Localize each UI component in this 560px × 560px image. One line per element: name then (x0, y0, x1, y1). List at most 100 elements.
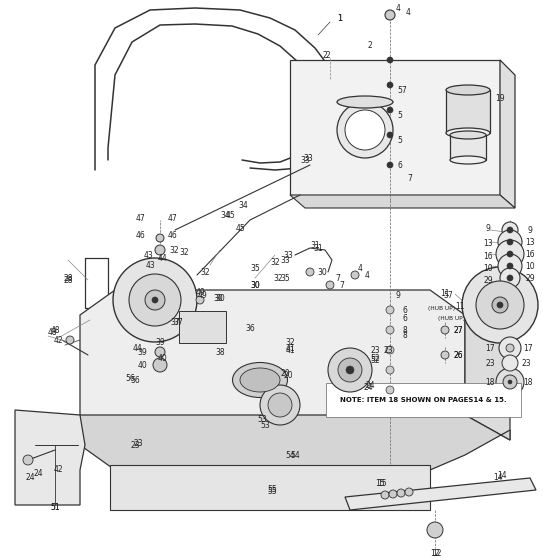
Text: 40: 40 (157, 353, 167, 362)
Circle shape (500, 268, 520, 288)
Text: 13: 13 (525, 237, 535, 246)
Text: 14: 14 (493, 474, 503, 483)
Text: 23: 23 (383, 346, 393, 354)
Text: 11: 11 (440, 288, 450, 297)
Text: 44: 44 (132, 343, 142, 352)
Polygon shape (290, 195, 515, 208)
Text: 33: 33 (283, 250, 293, 259)
Text: 15: 15 (375, 478, 385, 488)
Text: 1: 1 (337, 13, 343, 22)
Circle shape (387, 132, 393, 138)
Circle shape (196, 296, 204, 304)
Text: 53: 53 (257, 416, 267, 424)
Text: 8: 8 (403, 330, 407, 339)
Circle shape (346, 366, 354, 374)
Text: 31: 31 (310, 240, 320, 250)
Circle shape (496, 240, 524, 268)
Text: 43: 43 (145, 260, 155, 269)
Circle shape (502, 355, 518, 371)
Text: 33: 33 (280, 255, 290, 264)
Text: 48: 48 (50, 325, 60, 334)
Circle shape (492, 297, 508, 313)
Circle shape (508, 380, 512, 384)
Circle shape (389, 490, 397, 498)
Text: 32: 32 (169, 245, 179, 254)
Circle shape (502, 222, 518, 238)
Text: 33: 33 (300, 156, 310, 165)
Circle shape (155, 245, 165, 255)
Text: 5: 5 (398, 110, 403, 119)
Ellipse shape (446, 128, 490, 138)
Text: 26: 26 (453, 351, 463, 360)
Text: 47: 47 (167, 213, 177, 222)
Text: 12: 12 (430, 548, 440, 558)
Text: 20: 20 (280, 368, 290, 377)
Circle shape (129, 274, 181, 326)
Text: 46: 46 (135, 231, 145, 240)
Text: 24: 24 (33, 469, 43, 478)
Circle shape (507, 263, 513, 269)
Text: 24: 24 (363, 384, 373, 393)
Text: 6: 6 (403, 306, 408, 315)
Text: 1: 1 (338, 13, 342, 22)
Circle shape (152, 297, 158, 303)
Text: 31: 31 (313, 244, 323, 253)
Circle shape (145, 290, 165, 310)
Text: 6: 6 (398, 161, 403, 170)
Text: 27: 27 (453, 325, 463, 334)
Text: 20: 20 (283, 371, 293, 380)
Circle shape (498, 230, 522, 254)
Text: 56: 56 (125, 374, 135, 382)
Text: 41: 41 (285, 343, 295, 352)
Text: 49: 49 (195, 287, 205, 296)
Circle shape (506, 344, 514, 352)
Text: 5: 5 (398, 136, 403, 144)
Ellipse shape (450, 131, 486, 139)
Circle shape (386, 366, 394, 374)
Text: 57: 57 (443, 291, 453, 300)
Text: 56: 56 (130, 376, 140, 385)
Circle shape (387, 162, 393, 168)
Ellipse shape (337, 96, 393, 108)
Text: 23: 23 (370, 346, 380, 354)
Text: 45: 45 (225, 211, 235, 220)
Circle shape (268, 393, 292, 417)
Text: 57: 57 (397, 86, 407, 95)
Circle shape (386, 306, 394, 314)
Circle shape (496, 368, 524, 396)
Circle shape (260, 385, 300, 425)
Text: 11: 11 (455, 301, 465, 310)
Text: 53: 53 (260, 421, 270, 430)
Text: 37: 37 (173, 318, 183, 326)
Circle shape (337, 102, 393, 158)
Text: NOTE: ITEM 18 SHOWN ON PAGES14 & 15.: NOTE: ITEM 18 SHOWN ON PAGES14 & 15. (340, 397, 507, 403)
Text: 46: 46 (167, 231, 177, 240)
Text: 9: 9 (395, 291, 400, 300)
Circle shape (397, 489, 405, 497)
Circle shape (156, 234, 164, 242)
Circle shape (326, 281, 334, 289)
Circle shape (351, 271, 359, 279)
Text: 18: 18 (486, 377, 494, 386)
Text: 38: 38 (215, 348, 225, 357)
Circle shape (345, 110, 385, 150)
Text: 7: 7 (339, 281, 344, 290)
Text: 40: 40 (137, 361, 147, 370)
Text: 30: 30 (215, 293, 225, 302)
Circle shape (507, 251, 513, 257)
Text: 14: 14 (497, 472, 507, 480)
Text: 30: 30 (317, 268, 327, 277)
Circle shape (507, 239, 513, 245)
Text: 30: 30 (250, 281, 260, 290)
Text: 16: 16 (525, 250, 535, 259)
Text: 33: 33 (303, 153, 313, 162)
Circle shape (113, 258, 197, 342)
Polygon shape (446, 90, 490, 133)
Polygon shape (110, 465, 430, 510)
Circle shape (441, 326, 449, 334)
Text: 32: 32 (273, 273, 283, 282)
Text: 43: 43 (143, 250, 153, 259)
Text: 39: 39 (155, 338, 165, 347)
Circle shape (66, 336, 74, 344)
Text: 47: 47 (135, 213, 145, 222)
